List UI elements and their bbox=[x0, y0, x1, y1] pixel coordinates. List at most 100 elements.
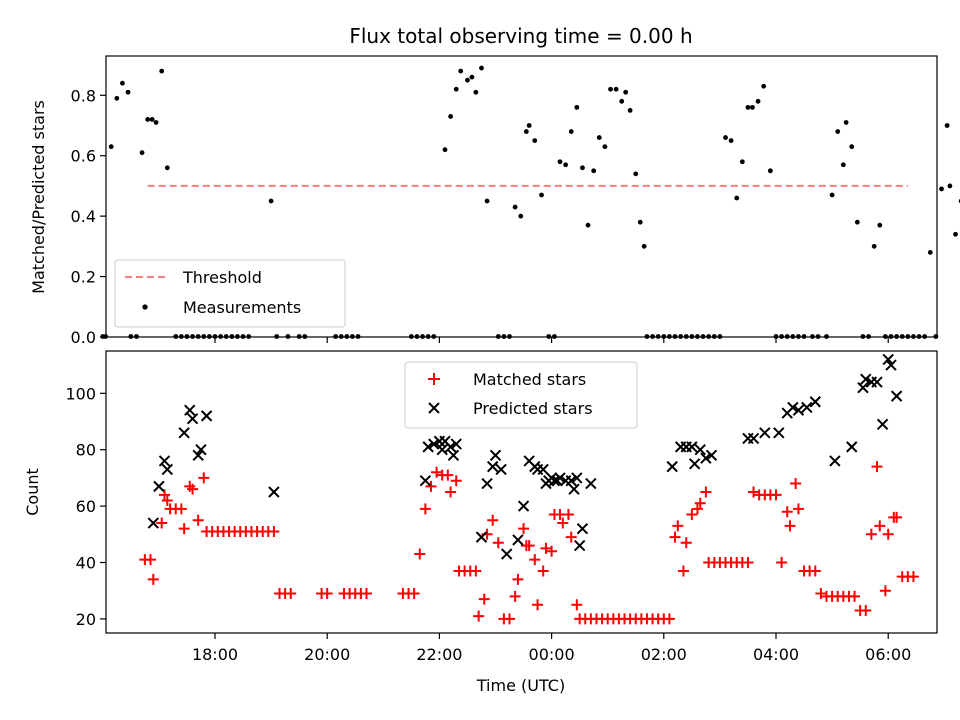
bottom-x-tick-label: 22:00 bbox=[416, 645, 462, 664]
bottom-axes-frame bbox=[105, 350, 938, 634]
bottom-x-tick-label: 02:00 bbox=[641, 645, 687, 664]
predicted-star-point bbox=[857, 381, 869, 394]
measurement-point bbox=[761, 83, 767, 89]
matched-star-point bbox=[562, 509, 574, 521]
top-legend: Threshold Measurements bbox=[114, 259, 346, 328]
predicted-star-point bbox=[846, 441, 858, 453]
measurement-point bbox=[563, 162, 569, 168]
matched-star-point bbox=[815, 588, 827, 600]
predicted-star-point bbox=[565, 475, 577, 487]
measurement-point bbox=[512, 204, 518, 210]
matched-star-point bbox=[504, 613, 516, 625]
measurement-point bbox=[843, 120, 849, 125]
matched-star-point bbox=[144, 554, 156, 566]
predicted-star-point bbox=[700, 452, 712, 464]
measurement-point bbox=[619, 98, 625, 104]
matched-star-point bbox=[677, 565, 689, 577]
measurement-point bbox=[871, 243, 877, 249]
top-y-tick-label: 0.2 bbox=[71, 268, 96, 287]
matched-star-point bbox=[473, 610, 485, 622]
matched-star-point bbox=[565, 531, 577, 543]
predicted-star-point bbox=[512, 534, 524, 546]
predicted-star-point bbox=[450, 438, 462, 450]
matched-star-point bbox=[686, 509, 698, 521]
predicted-star-point bbox=[147, 517, 159, 529]
measurement-point bbox=[453, 86, 459, 92]
measurement-point bbox=[473, 89, 479, 95]
measurement-point bbox=[854, 219, 860, 225]
predicted-star-point bbox=[428, 438, 440, 450]
matched-star-point bbox=[871, 461, 883, 473]
predicted-star-point bbox=[694, 443, 706, 456]
measurement-point bbox=[608, 86, 613, 92]
bottom-legend-box bbox=[404, 361, 638, 429]
predicted-star-point bbox=[890, 390, 903, 402]
measurement-point bbox=[448, 114, 454, 119]
matched-star-point bbox=[509, 590, 521, 602]
matched-star-point bbox=[546, 545, 558, 557]
predicted-star-point bbox=[481, 477, 493, 490]
matched-star-point bbox=[691, 503, 703, 515]
top-y-tick-label: 0.4 bbox=[71, 207, 96, 226]
matched-star-point bbox=[882, 528, 894, 540]
top-y-tick-label: 0.0 bbox=[71, 328, 96, 347]
matched-star-point bbox=[156, 517, 168, 529]
predicted-star-point bbox=[436, 443, 448, 456]
top-y-tick-label: 0.8 bbox=[71, 86, 96, 105]
measurement-point bbox=[580, 165, 585, 171]
measurement-point bbox=[829, 192, 835, 198]
predicted-star-point bbox=[705, 449, 718, 462]
bottom-plot-area: 20 40 60 80 100 18:00 20:00 22:00 00:00 02:00 04:0… bbox=[65, 353, 919, 664]
measurement-point bbox=[114, 95, 120, 101]
predicted-star-point bbox=[554, 472, 566, 484]
measurement-point bbox=[458, 68, 464, 74]
matched-star-point bbox=[792, 503, 804, 515]
measurement-point bbox=[734, 195, 740, 201]
predicted-star-point bbox=[495, 463, 507, 476]
matched-star-point bbox=[529, 554, 541, 566]
bottom-legend-matched-swatch bbox=[428, 373, 440, 385]
predicted-star-point bbox=[422, 441, 434, 453]
measurement-point bbox=[164, 165, 170, 171]
predicted-star-point bbox=[178, 427, 190, 439]
predicted-star-point bbox=[829, 455, 841, 467]
predicted-star-point bbox=[153, 480, 165, 493]
matched-star-point bbox=[492, 537, 504, 549]
predicted-star-point bbox=[161, 463, 174, 476]
bottom-legend: Matched stars Predicted stars bbox=[404, 361, 638, 429]
matched-star-point bbox=[161, 494, 173, 506]
matched-star-point bbox=[512, 573, 524, 585]
measurement-point bbox=[739, 159, 745, 165]
predicted-star-point bbox=[568, 483, 580, 495]
matched-star-point bbox=[414, 548, 426, 560]
measurement-point bbox=[728, 138, 734, 144]
matched-star-point bbox=[879, 585, 891, 597]
matched-star-point bbox=[425, 480, 437, 492]
bottom-y-axis-label: Count bbox=[23, 468, 42, 516]
predicted-star-point bbox=[501, 548, 513, 560]
top-legend-measurements-label: Measurements bbox=[183, 298, 301, 317]
predicted-star-point bbox=[747, 432, 760, 445]
predicted-star-point bbox=[419, 475, 432, 487]
matched-star-point bbox=[849, 590, 861, 602]
measurement-point bbox=[568, 129, 574, 134]
matched-star-point bbox=[700, 486, 712, 498]
matched-star-point bbox=[860, 604, 872, 616]
measurement-point bbox=[840, 162, 846, 168]
measurement-point bbox=[526, 123, 532, 128]
predicted-star-point bbox=[571, 472, 583, 484]
matched-star-point bbox=[470, 565, 482, 577]
measurement-point bbox=[849, 144, 855, 150]
predicted-star-point bbox=[195, 443, 207, 456]
matched-star-point bbox=[784, 520, 796, 532]
matched-star-point bbox=[907, 571, 919, 583]
predicted-star-point bbox=[809, 396, 821, 408]
top-legend-box bbox=[114, 259, 346, 328]
measurement-point bbox=[939, 186, 944, 192]
matched-star-point bbox=[442, 469, 454, 481]
bottom-x-tick-label: 20:00 bbox=[304, 645, 350, 664]
bottom-legend-predicted-label: Predicted stars bbox=[473, 399, 593, 418]
measurement-point bbox=[927, 249, 933, 255]
matched-star-point bbox=[672, 520, 684, 532]
measurement-point bbox=[877, 222, 883, 228]
